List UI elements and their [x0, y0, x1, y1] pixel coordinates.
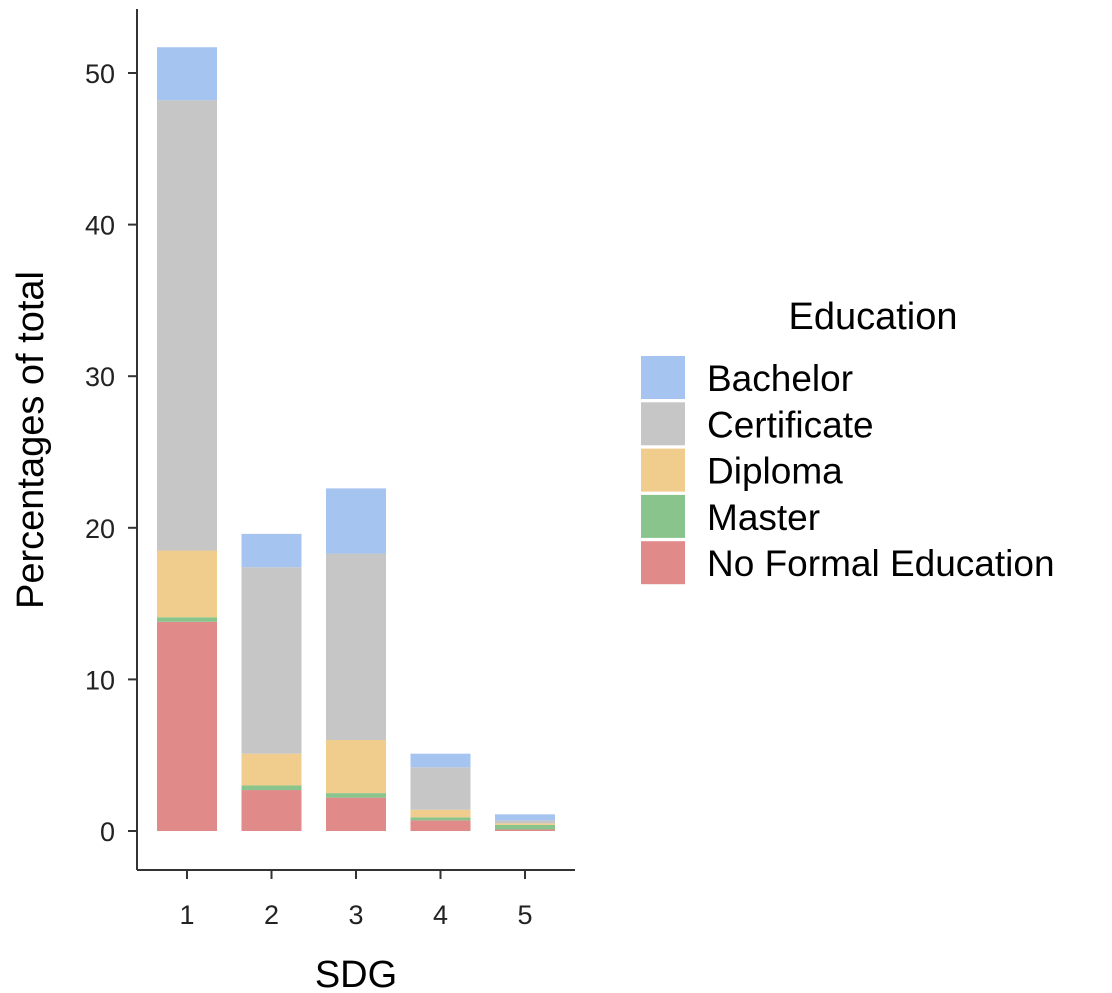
legend-swatch-bachelor: [641, 356, 685, 399]
legend-label-master: Master: [707, 497, 820, 538]
legend-swatch-diploma: [641, 448, 685, 492]
bar-segment-sdg2-no-formal-education: [241, 790, 302, 831]
legend-label-bachelor: Bachelor: [707, 358, 853, 399]
y-ticks: 0 10 20 30 40 50: [85, 59, 137, 847]
bar-segment-sdg2-master: [241, 785, 302, 791]
y-tick-label: 40: [85, 211, 115, 241]
bar-segment-sdg5-diploma: [495, 823, 555, 825]
legend-label-certificate: Certificate: [707, 404, 874, 445]
bar-segment-sdg1-diploma: [157, 550, 217, 618]
legend-swatch-no-formal-education: [641, 541, 685, 585]
y-tick-label: 50: [85, 59, 115, 89]
bar-segment-sdg3-master: [326, 793, 386, 798]
legend-swatch-certificate: [641, 402, 685, 446]
bar-segment-sdg2-diploma: [241, 753, 302, 786]
bar-segment-sdg5-certificate: [495, 820, 555, 824]
legend-swatch-master: [641, 494, 685, 538]
y-tick-label: 30: [85, 362, 115, 392]
bar-segment-sdg3-bachelor: [326, 488, 386, 554]
x-tick-label: 4: [433, 900, 448, 930]
bar-segment-sdg4-master: [410, 817, 471, 821]
bar-segment-sdg4-diploma: [410, 809, 471, 818]
bar-segment-sdg2-certificate: [241, 567, 302, 754]
bars-layer: [157, 47, 555, 831]
legend-label-no-formal-education: No Formal Education: [707, 543, 1055, 584]
bar-segment-sdg4-bachelor: [410, 753, 471, 768]
bar-segment-sdg5-master: [495, 824, 555, 830]
bar-segment-sdg4-certificate: [410, 767, 471, 810]
bar-segment-sdg3-certificate: [326, 553, 386, 741]
bar-segment-sdg1-no-formal-education: [157, 621, 217, 831]
x-tick-label: 3: [348, 900, 363, 930]
legend-title: Education: [788, 296, 957, 338]
y-tick-label: 10: [85, 665, 115, 695]
bar-segment-sdg5-no-formal-education: [495, 829, 555, 831]
x-tick-label: 1: [179, 900, 194, 930]
bar-segment-sdg3-diploma: [326, 740, 386, 794]
bar-segment-sdg5-bachelor: [495, 814, 555, 821]
y-tick-label: 20: [85, 514, 115, 544]
bar-segment-sdg1-certificate: [157, 100, 217, 551]
x-tick-label: 2: [264, 900, 279, 930]
bar-segment-sdg4-no-formal-education: [410, 820, 471, 831]
bar-segment-sdg1-master: [157, 617, 217, 622]
x-ticks: 1 2 3 4 5: [179, 870, 533, 930]
x-axis-title: SDG: [315, 954, 397, 993]
legend-items: Bachelor Certificate Diploma Master No Forma…: [641, 356, 1055, 585]
y-axis-title: Percentages of total: [10, 271, 52, 609]
x-tick-label: 5: [517, 900, 532, 930]
bar-segment-sdg3-no-formal-education: [326, 797, 386, 831]
bar-segment-sdg2-bachelor: [241, 533, 302, 568]
legend: Education Bachelor Certificate Diploma Mast…: [641, 296, 1055, 585]
bar-segment-sdg1-bachelor: [157, 47, 217, 101]
y-tick-label: 0: [100, 817, 115, 847]
legend-label-diploma: Diploma: [707, 451, 843, 492]
